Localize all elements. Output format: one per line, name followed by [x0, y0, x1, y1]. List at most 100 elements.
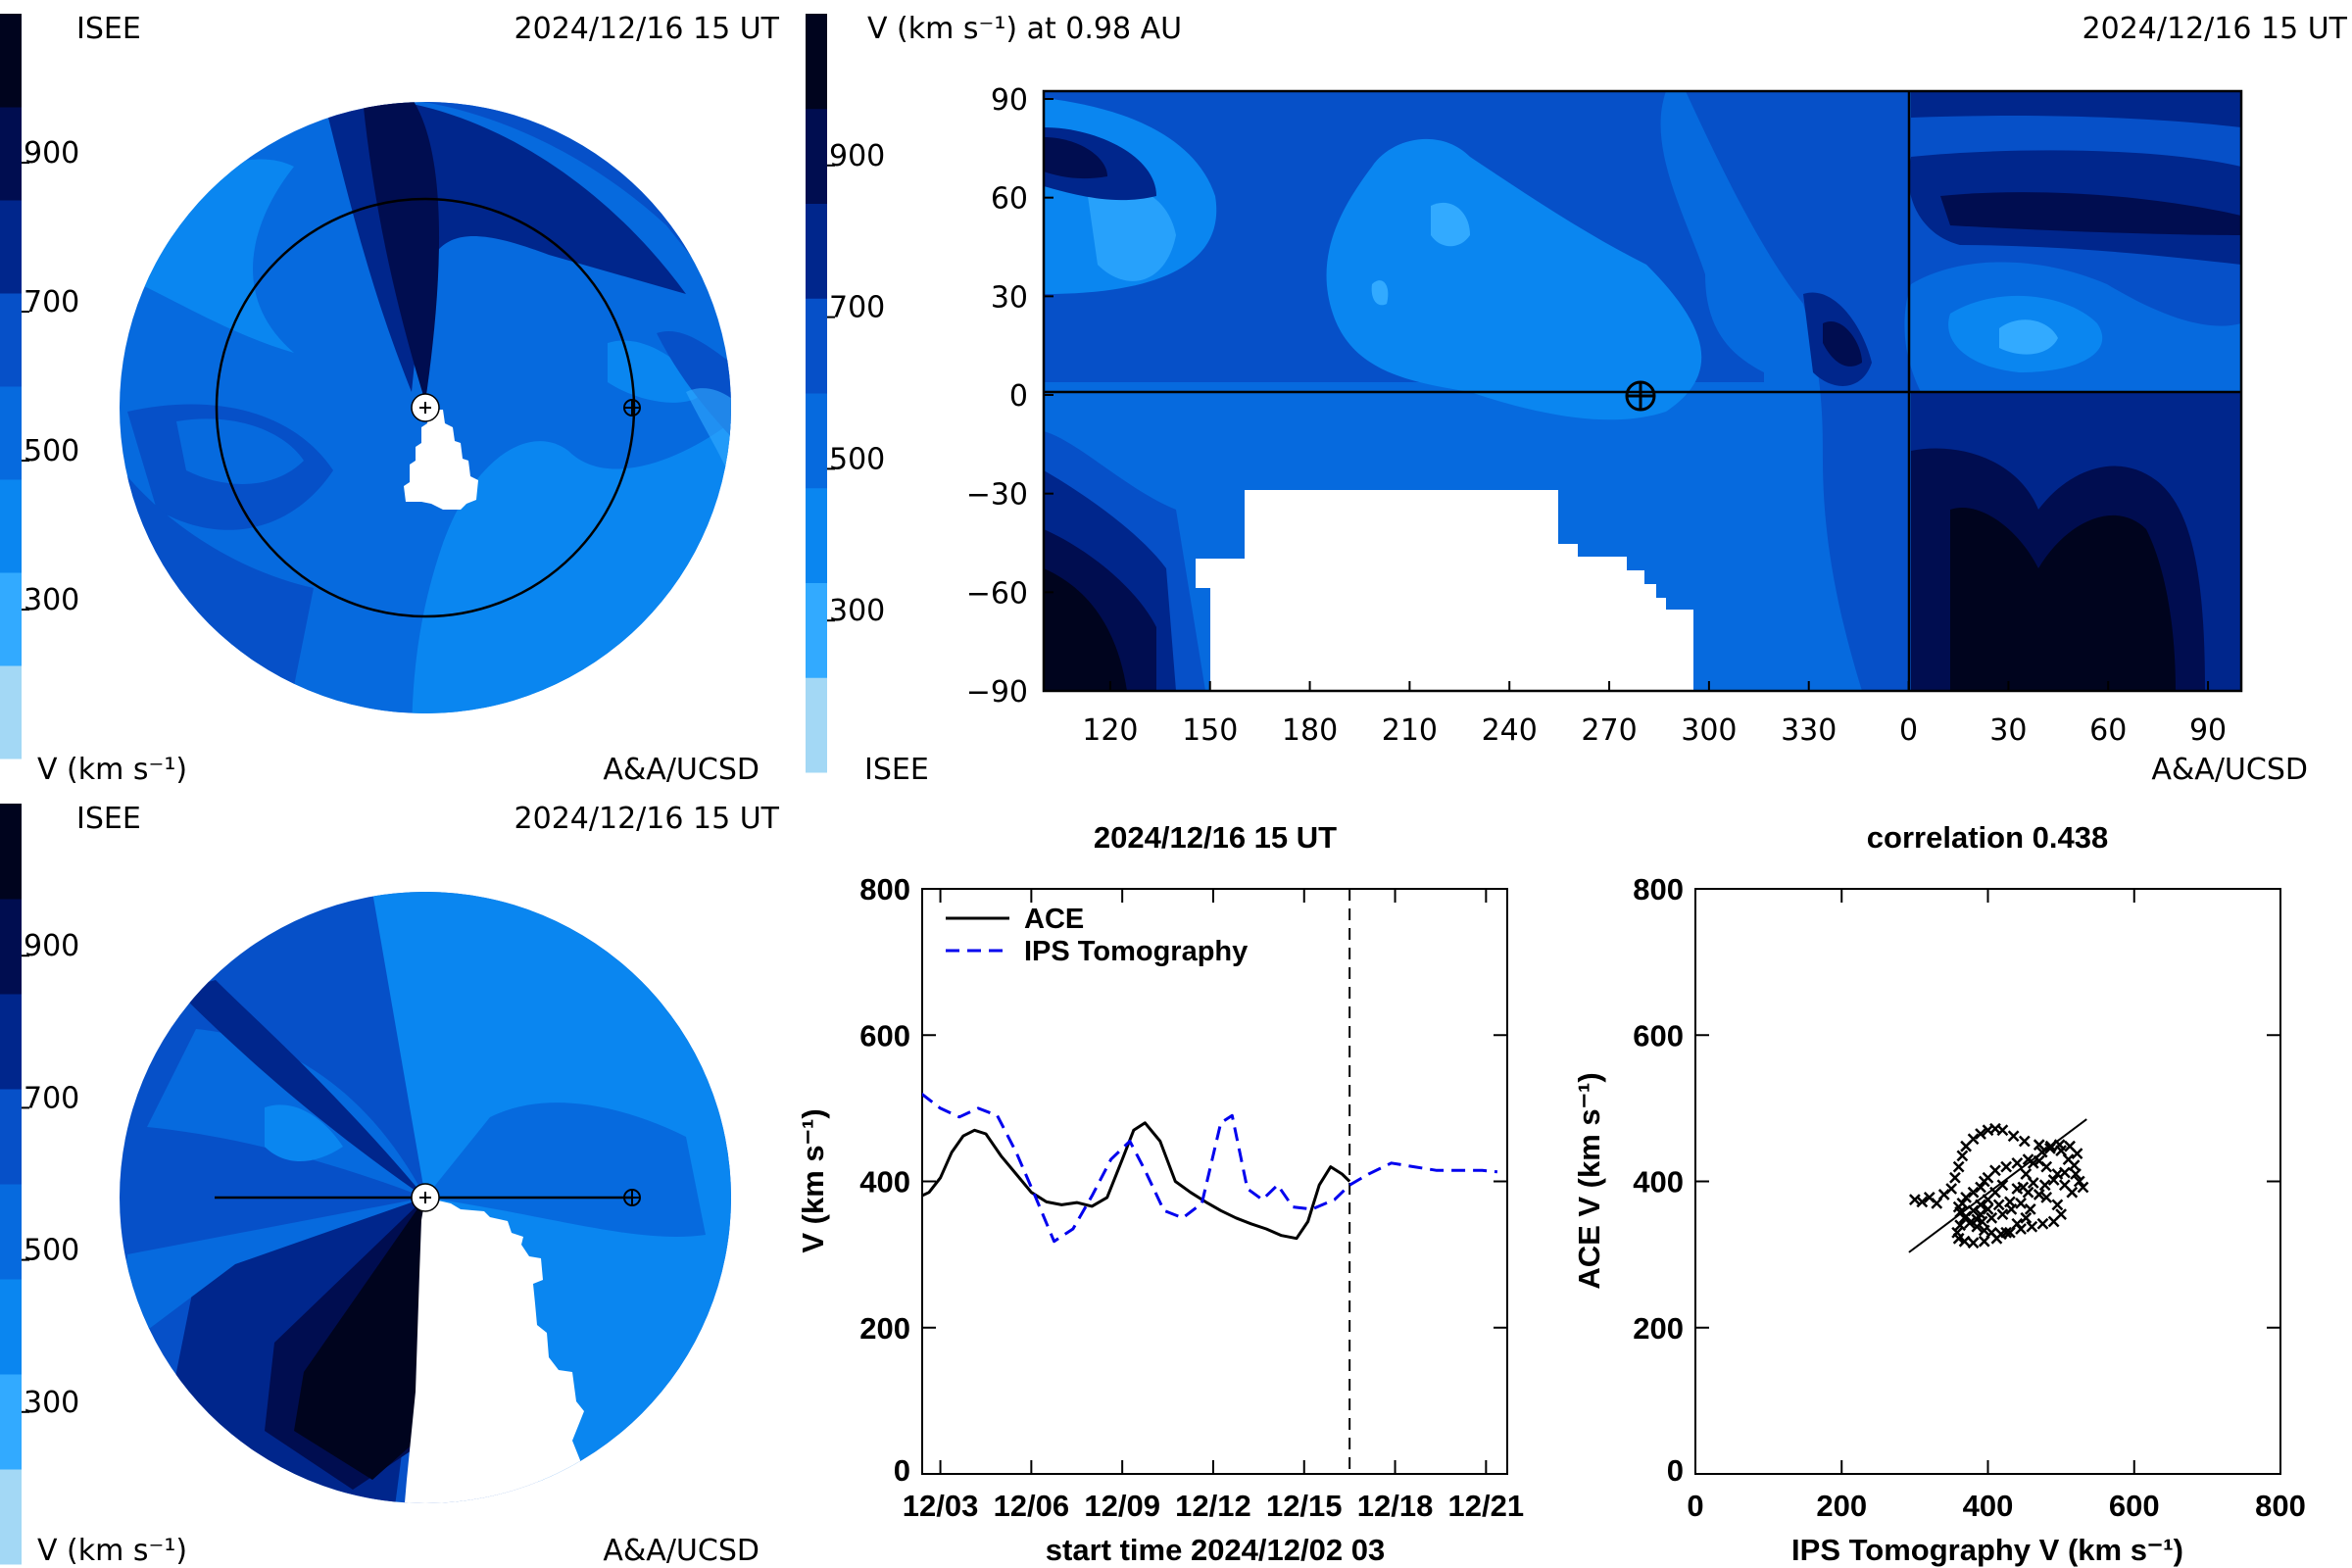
scatter-point [1967, 1237, 1980, 1250]
ts-y-tick-label: 600 [859, 1018, 910, 1053]
colorbar-segment [0, 14, 22, 108]
colorbar-tick-label: 900 [24, 136, 79, 171]
colorbar-segment [0, 572, 22, 666]
scatter-point [2018, 1135, 2031, 1148]
scatter-point [2036, 1217, 2049, 1230]
colorbar-tick-label: 300 [829, 594, 885, 628]
map-x-tick-label: 30 [1989, 713, 2027, 748]
ts-y-tick-label: 0 [894, 1453, 910, 1488]
scatter-point [2017, 1181, 2030, 1194]
synoptic-map-title: V (km s⁻¹) at 0.98 AU [867, 12, 1182, 46]
map-x-tick-label: 120 [1082, 713, 1138, 748]
map-x-tick-label: 90 [2189, 713, 2227, 748]
scatter-point [1916, 1196, 1929, 1208]
map-x-tick-label: 60 [2089, 713, 2127, 748]
sc-x-tick-label: 0 [1687, 1489, 1703, 1523]
ips-tomography-line [922, 1092, 1498, 1244]
velocity-colorbar-bottom: 300 500 700 900 [0, 804, 79, 1565]
ts-y-tick-label: 800 [859, 872, 910, 906]
sun-marker-icon-meridional [411, 1183, 440, 1212]
scatter-point [2073, 1175, 2085, 1188]
colorbar-segment [0, 899, 22, 995]
scatter-points [1908, 1122, 2089, 1250]
colorbar-tick-label: 500 [24, 434, 79, 468]
scatter-point [2033, 1139, 2045, 1152]
colorbar-segment [806, 108, 827, 204]
scatter-frame [1694, 888, 2281, 1475]
ts-x-tick-label: 12/09 [1084, 1489, 1160, 1523]
map-y-tick-label: 30 [991, 280, 1028, 315]
colorbar-segment [806, 487, 827, 583]
colorbar-segment [806, 298, 827, 394]
ts-x-tick-label: 12/15 [1266, 1489, 1343, 1523]
scatter-point [1982, 1202, 1994, 1215]
scatter-point [1952, 1232, 1965, 1245]
scatter-point [2000, 1160, 2013, 1173]
ecliptic-source-label: ISEE [76, 12, 141, 46]
sc-x-tick-label: 600 [2109, 1489, 2160, 1523]
sc-y-tick-label: 200 [1633, 1311, 1684, 1346]
colorbar-segment [0, 994, 22, 1090]
map-y-tick-label: 0 [1009, 379, 1028, 414]
colorbar-segment [806, 582, 827, 678]
meridional-source-label: ISEE [76, 802, 141, 836]
scatter-point [2000, 1226, 2013, 1239]
ts-x-tick-label: 12/18 [1357, 1489, 1434, 1523]
scatter-point [1954, 1219, 1967, 1232]
colorbar-segment [0, 1184, 22, 1280]
map-x-tick-label: 180 [1282, 713, 1338, 748]
synoptic-map-panel: V (km s⁻¹) at 0.98 AU 2024/12/16 15 UT [864, 12, 2348, 787]
colorbar-tick-label: 900 [829, 139, 885, 173]
sc-y-tick-label: 400 [1633, 1165, 1684, 1200]
sc-y-tick-label: 600 [1633, 1018, 1684, 1053]
colorbar-segment [0, 1089, 22, 1185]
colorbar-segment [0, 200, 22, 294]
scatter-point [1963, 1217, 1976, 1229]
colorbar-segment [0, 665, 22, 760]
scatter-point [2033, 1189, 2045, 1200]
map-y-tick-label: −90 [966, 675, 1028, 710]
colorbar-segment [0, 1279, 22, 1375]
time-series-frame [921, 888, 1508, 1475]
earth-marker-icon-synoptic [1625, 380, 1656, 412]
scatter-point [2040, 1192, 2053, 1203]
scatter-point [1978, 1235, 1990, 1248]
scatter-point [2024, 1202, 2036, 1215]
scatter-point [2026, 1220, 2038, 1233]
scatter-point [2020, 1168, 2033, 1180]
meridional-unit-label: V (km s⁻¹) [37, 1534, 187, 1568]
colorbar-segment [0, 107, 22, 201]
scatter-point [1967, 1133, 1980, 1146]
map-y-tick-label: −60 [966, 576, 1028, 611]
scatter-point [1952, 1160, 1965, 1173]
map-y-tick-label: 90 [991, 83, 1028, 118]
ecliptic-credit: A&A/UCSD [603, 753, 760, 787]
sc-y-tick-label: 0 [1667, 1453, 1684, 1488]
synoptic-source-label: ISEE [864, 753, 929, 787]
time-series-x-axis-label: start time 2024/12/02 03 [1046, 1533, 1385, 1567]
colorbar-segment [0, 1374, 22, 1470]
scatter-point [2015, 1198, 2027, 1209]
scatter-point [2070, 1168, 2082, 1180]
scatter-point [2005, 1202, 2018, 1215]
colorbar-tick-label: 500 [24, 1234, 79, 1268]
time-series-y-axis-label: V (km s⁻¹) [796, 1108, 830, 1252]
synoptic-x-tick-labels: 120 150 180 210 240 270 300 330 0 30 60 90 [1082, 681, 2227, 748]
map-x-tick-label: 270 [1581, 713, 1637, 748]
colorbar-segment [0, 1469, 22, 1565]
ecliptic-unit-label: V (km s⁻¹) [37, 753, 187, 787]
colorbar-segment [0, 479, 22, 573]
scatter-point [2077, 1181, 2089, 1194]
ts-y-tick-label: 200 [859, 1311, 910, 1346]
scatter-point [2064, 1140, 2076, 1152]
scatter-point [1967, 1186, 1980, 1199]
time-series-title: 2024/12/16 15 UT [1094, 820, 1337, 855]
meridional-credit: A&A/UCSD [603, 1534, 760, 1568]
ts-x-tick-label: 12/21 [1448, 1489, 1525, 1523]
colorbar-segment [0, 804, 22, 900]
regression-line [1908, 1118, 2087, 1253]
sc-x-tick-label: 400 [1963, 1489, 2014, 1523]
meridional-view-panel: ISEE 2024/12/16 15 UT V (km s⁻¹) A&A/UCS… [37, 802, 780, 1568]
legend-label: ACE [1024, 904, 1084, 935]
